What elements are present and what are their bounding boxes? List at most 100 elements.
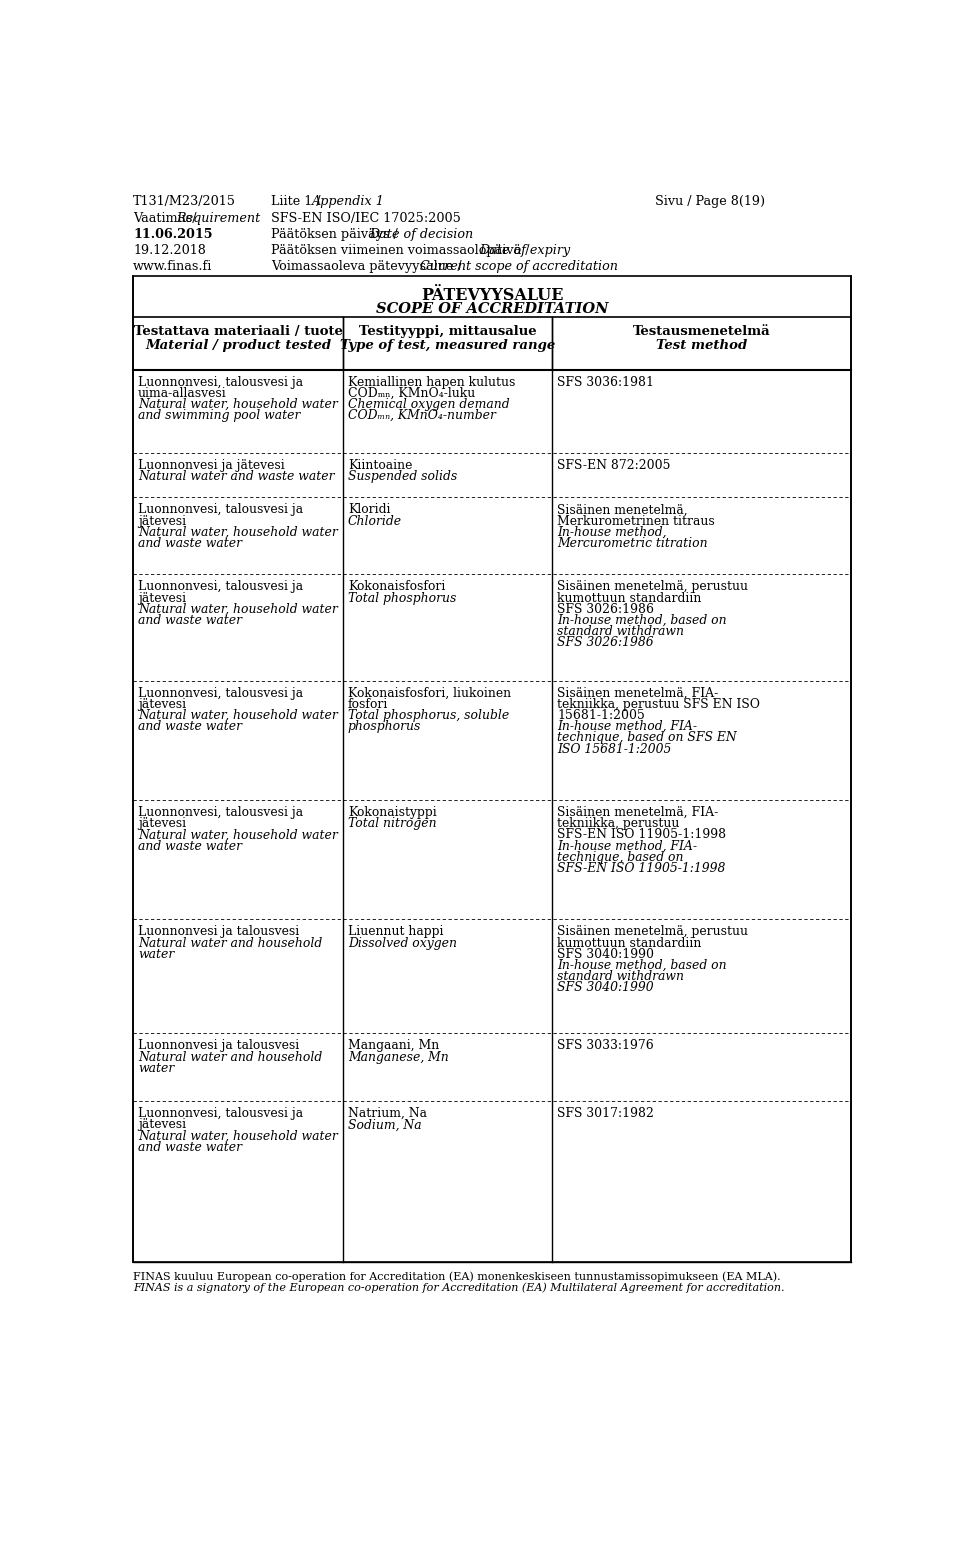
Text: Dissolved oxygen: Dissolved oxygen [348,936,457,950]
Text: Kokonaisfosfori, liukoinen: Kokonaisfosfori, liukoinen [348,686,511,700]
Text: Voimassaoleva pätevyysalue /: Voimassaoleva pätevyysalue / [271,261,466,273]
Text: Luonnonvesi, talousvesi ja: Luonnonvesi, talousvesi ja [138,376,303,388]
Text: Päätöksen päiväys /: Päätöksen päiväys / [271,228,402,241]
Text: Luonnonvesi, talousvesi ja: Luonnonvesi, talousvesi ja [138,1107,303,1121]
Text: Natural water, household water: Natural water, household water [138,526,338,539]
Text: Vaatimus/: Vaatimus/ [133,211,197,225]
Text: Natural water, household water: Natural water, household water [138,829,338,841]
Text: In-house method,: In-house method, [557,526,666,539]
Text: uima-allasvesi: uima-allasvesi [138,386,227,400]
Text: and waste water: and waste water [138,537,242,549]
Text: Natural water and household: Natural water and household [138,1051,322,1063]
Text: Material / product tested: Material / product tested [145,338,331,352]
Text: Sisäinen menetelmä, perustuu: Sisäinen menetelmä, perustuu [557,925,748,939]
Text: Liuennut happi: Liuennut happi [348,925,444,939]
Text: SCOPE OF ACCREDITATION: SCOPE OF ACCREDITATION [375,301,609,315]
Text: Kloridi: Kloridi [348,503,391,517]
Text: jätevesi: jätevesi [138,1119,186,1131]
Text: kumottuun standardiin: kumottuun standardiin [557,936,702,950]
Text: technique, based on: technique, based on [557,850,684,864]
Text: Luonnonvesi, talousvesi ja: Luonnonvesi, talousvesi ja [138,503,303,517]
Text: Sodium, Na: Sodium, Na [348,1119,421,1131]
Text: Suspended solids: Suspended solids [348,470,457,483]
Text: SFS-EN ISO 11905-1:1998: SFS-EN ISO 11905-1:1998 [557,861,726,875]
Text: SFS-EN ISO 11905-1:1998: SFS-EN ISO 11905-1:1998 [557,829,726,841]
Text: Mercurometric titration: Mercurometric titration [557,537,708,549]
Text: kumottuun standardiin: kumottuun standardiin [557,591,702,605]
Text: Kiintoaine: Kiintoaine [348,459,412,472]
Text: jätevesi: jätevesi [138,591,186,605]
Text: Luonnonvesi, talousvesi ja: Luonnonvesi, talousvesi ja [138,580,303,593]
Text: Natural water, household water: Natural water, household water [138,709,338,722]
Text: Luonnonvesi, talousvesi ja: Luonnonvesi, talousvesi ja [138,805,303,819]
Text: Chemical oxygen demand: Chemical oxygen demand [348,397,510,411]
Text: Requirement: Requirement [176,211,260,225]
Text: and waste water: and waste water [138,720,242,733]
Text: and waste water: and waste water [138,615,242,627]
Text: water: water [138,948,174,961]
Text: Natural water, household water: Natural water, household water [138,602,338,616]
Text: jätevesi: jätevesi [138,515,186,528]
Text: standard withdrawn: standard withdrawn [557,970,684,982]
Text: Manganese, Mn: Manganese, Mn [348,1051,448,1063]
Text: Natrium, Na: Natrium, Na [348,1107,427,1121]
Text: Mangaani, Mn: Mangaani, Mn [348,1040,439,1052]
Text: 15681-1:2005: 15681-1:2005 [557,709,645,722]
Text: PÄTEVYYSALUE: PÄTEVYYSALUE [420,287,564,304]
Text: Sisäinen menetelmä, perustuu: Sisäinen menetelmä, perustuu [557,580,748,593]
Text: Testausmenetelmä: Testausmenetelmä [633,324,771,338]
Text: and waste water: and waste water [138,840,242,852]
Text: Kokonaistyppi: Kokonaistyppi [348,805,437,819]
Text: Date of expiry: Date of expiry [479,244,570,258]
Text: Testattava materiaali / tuote: Testattava materiaali / tuote [133,324,343,338]
Text: SFS-EN ISO/IEC 17025:2005: SFS-EN ISO/IEC 17025:2005 [271,211,461,225]
Text: CODₘₙ, KMnO₄-number: CODₘₙ, KMnO₄-number [348,410,495,422]
Text: Merkurometrinen titraus: Merkurometrinen titraus [557,515,715,528]
Text: In-house method, based on: In-house method, based on [557,959,727,972]
Text: 11.06.2015: 11.06.2015 [133,228,213,241]
Text: Chloride: Chloride [348,515,402,528]
Text: Sisäinen menetelmä, FIA-: Sisäinen menetelmä, FIA- [557,805,718,819]
Text: Päätöksen viimeinen voimassaolopäivä /: Päätöksen viimeinen voimassaolopäivä / [271,244,534,258]
Text: CODₘₙ, KMnO₄-luku: CODₘₙ, KMnO₄-luku [348,386,475,400]
Text: water: water [138,1062,174,1074]
Text: Sisäinen menetelmä,: Sisäinen menetelmä, [557,503,687,517]
Text: Liite 1 /: Liite 1 / [271,196,324,208]
Text: Total phosphorus, soluble: Total phosphorus, soluble [348,709,509,722]
Text: Test method: Test method [656,338,747,352]
Text: Testityyppi, mittausalue: Testityyppi, mittausalue [359,324,537,338]
Text: phosphorus: phosphorus [348,720,421,733]
Text: Luonnonvesi, talousvesi ja: Luonnonvesi, talousvesi ja [138,686,303,700]
Text: and swimming pool water: and swimming pool water [138,410,300,422]
Text: Luonnonvesi ja talousvesi: Luonnonvesi ja talousvesi [138,1040,300,1052]
Text: jätevesi: jätevesi [138,818,186,830]
Bar [133,276,851,1262]
Text: FINAS kuuluu European co-operation for Accreditation (EA) monenkeskiseen tunnust: FINAS kuuluu European co-operation for A… [133,1271,780,1282]
Text: Appendix 1: Appendix 1 [312,196,385,208]
Text: Sivu / Page 8(19): Sivu / Page 8(19) [655,196,765,208]
Text: Luonnonvesi ja jätevesi: Luonnonvesi ja jätevesi [138,459,284,472]
Text: Total phosphorus: Total phosphorus [348,591,456,605]
Text: Date of decision: Date of decision [369,228,473,241]
Text: SFS-EN 872:2005: SFS-EN 872:2005 [557,459,671,472]
Text: www.finas.fi: www.finas.fi [133,261,212,273]
Text: tekniikka, perustuu SFS EN ISO: tekniikka, perustuu SFS EN ISO [557,698,760,711]
Text: FINAS is a signatory of the European co-operation for Accreditation (EA) Multila: FINAS is a signatory of the European co-… [133,1282,784,1293]
Text: SFS 3026:1986: SFS 3026:1986 [557,636,654,649]
Text: SFS 3017:1982: SFS 3017:1982 [557,1107,654,1121]
Text: SFS 3036:1981: SFS 3036:1981 [557,376,654,388]
Text: Natural water and waste water: Natural water and waste water [138,470,334,483]
Text: In-house method, FIA-: In-house method, FIA- [557,840,697,852]
Text: In-house method, based on: In-house method, based on [557,615,727,627]
Text: and waste water: and waste water [138,1141,242,1153]
Text: fosfori: fosfori [348,698,388,711]
Text: standard withdrawn: standard withdrawn [557,625,684,638]
Text: Type of test, measured range: Type of test, measured range [340,338,556,352]
Text: ISO 15681-1:2005: ISO 15681-1:2005 [557,742,671,756]
Text: technique, based on SFS EN: technique, based on SFS EN [557,731,737,745]
Text: Natural water and household: Natural water and household [138,936,322,950]
Text: In-house method, FIA-: In-house method, FIA- [557,720,697,733]
Text: Luonnonvesi ja talousvesi: Luonnonvesi ja talousvesi [138,925,300,939]
Text: Total nitrogen: Total nitrogen [348,818,437,830]
Text: Kokonaisfosfori: Kokonaisfosfori [348,580,445,593]
